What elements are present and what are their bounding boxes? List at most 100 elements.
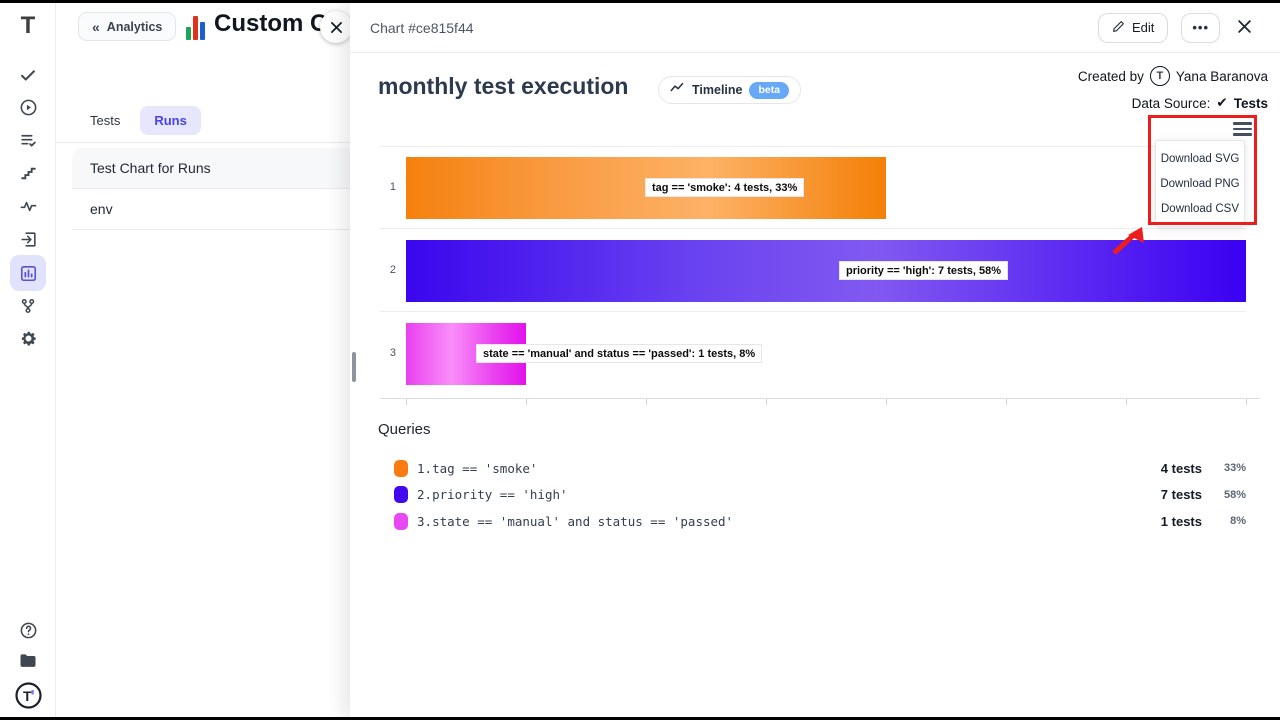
chart-detail-panel: Chart #ce815f44 Edit ••• monthly test ex…	[350, 3, 1280, 717]
panel-header: Chart #ce815f44 Edit •••	[350, 3, 1280, 53]
import-box-icon	[19, 230, 38, 249]
creator-avatar: T	[1149, 66, 1170, 86]
sidebar-item-settings[interactable]	[10, 322, 46, 355]
menu-item-download-csv[interactable]: Download CSV	[1161, 202, 1239, 215]
legend-row-3: 3.state == 'manual' and status == 'passe…	[394, 508, 1246, 535]
timeline-toggle[interactable]: Timeline beta	[658, 76, 802, 104]
scrollbar-thumb[interactable]	[352, 352, 356, 382]
sidebar-item-plans[interactable]	[10, 124, 46, 157]
x-axis-tick	[526, 399, 527, 405]
x-axis-tick	[766, 399, 767, 405]
back-to-analytics-button[interactable]: « Analytics	[78, 12, 177, 41]
query-percentage: 58%	[1223, 488, 1246, 501]
y-axis-label-3: 3	[389, 347, 396, 359]
list-item-test-chart-for-runs[interactable]: Test Chart for Runs	[72, 148, 350, 189]
query-tests-count: 1 tests	[1160, 513, 1202, 529]
panel-close-button[interactable]	[1233, 15, 1256, 41]
y-axis-label-1: 1	[389, 181, 396, 193]
beta-badge: beta	[749, 81, 790, 99]
back-button-label: Analytics	[106, 19, 163, 34]
edit-button[interactable]: Edit	[1097, 12, 1169, 43]
list-item-env[interactable]: env	[72, 189, 350, 230]
timeline-bar-chart: 1 2 3 tag == 'smoke': 4 tests, 33% prior…	[380, 146, 1260, 406]
sidebar-item-branches[interactable]	[10, 289, 46, 322]
drawer-tabs: Tests Runs	[88, 106, 201, 135]
git-branch-icon	[19, 297, 37, 315]
bar-data-label-1: tag == 'smoke': 4 tests, 33%	[645, 178, 805, 197]
bar-chart-icon	[19, 264, 38, 283]
x-axis-line	[380, 398, 1260, 399]
bar-priority-high[interactable]	[406, 240, 1246, 302]
gridline	[380, 146, 1246, 147]
creator-name: Yana Baranova	[1175, 68, 1268, 84]
datasource-value: Tests	[1233, 95, 1268, 111]
queries-legend: 1.tag == 'smoke' 4 tests 33% 2.priority …	[394, 455, 1246, 535]
query-text: 3.state == 'manual' and status == 'passe…	[417, 513, 734, 529]
edit-button-label: Edit	[1131, 20, 1155, 35]
menu-item-download-svg[interactable]: Download SVG	[1160, 152, 1240, 165]
menu-item-download-png[interactable]: Download PNG	[1160, 177, 1240, 190]
gridline	[380, 311, 1246, 312]
query-percentage: 33%	[1223, 462, 1246, 475]
charts-list: Test Chart for Runs env	[72, 148, 350, 230]
query-text: 2.priority == 'high'	[417, 487, 568, 503]
app-sidebar: T▐	[0, 3, 56, 717]
ellipsis-icon: •••	[1192, 20, 1209, 35]
legend-swatch-magenta	[394, 512, 408, 530]
sidebar-item-analytics[interactable]	[10, 255, 46, 291]
trend-line-icon	[670, 81, 685, 99]
legend-swatch-blue	[394, 486, 408, 504]
panel-title: Chart #ce815f44	[370, 19, 474, 36]
tabs-divider	[56, 142, 350, 143]
legend-swatch-orange	[394, 459, 408, 477]
sidebar-item-runs[interactable]	[10, 91, 46, 124]
legend-row-2: 2.priority == 'high' 7 tests 58%	[394, 482, 1246, 509]
query-text: 1.tag == 'smoke'	[417, 460, 538, 476]
bottom-edge-strip	[0, 717, 1280, 720]
x-axis-tick	[406, 399, 407, 405]
queries-heading: Queries	[378, 421, 431, 438]
x-axis-tick	[1126, 399, 1127, 405]
sidebar-item-import[interactable]	[10, 223, 46, 256]
app-logo: T▐	[0, 12, 56, 282]
x-axis-tick	[886, 399, 887, 405]
list-check-icon	[19, 131, 38, 150]
x-axis-tick	[646, 399, 647, 405]
legend-row-1: 1.tag == 'smoke' 4 tests 33%	[394, 455, 1246, 482]
download-menu: Download SVG Download PNG Download CSV	[1155, 140, 1245, 227]
gridline	[380, 228, 1246, 229]
more-options-button[interactable]: •••	[1181, 12, 1220, 43]
x-axis-tick	[1006, 399, 1007, 405]
chart-menu-icon[interactable]	[1233, 122, 1252, 136]
svg-text:T: T	[23, 688, 32, 704]
datasource-label: Data Source:	[1131, 95, 1211, 111]
double-chevron-left-icon: «	[92, 18, 100, 35]
query-tests-count: 7 tests	[1160, 487, 1202, 503]
gear-icon	[19, 329, 38, 348]
folder-icon[interactable]	[18, 651, 38, 671]
help-icon[interactable]	[19, 621, 38, 640]
analytics-drawer: « Analytics Custom Ch Tests Runs Test Ch…	[56, 3, 352, 717]
query-tests-count: 4 tests	[1160, 460, 1202, 476]
tab-tests[interactable]: Tests	[90, 113, 121, 128]
bar-data-label-3: state == 'manual' and status == 'passed'…	[476, 344, 763, 363]
profile-logo-icon[interactable]: T	[14, 682, 42, 709]
check-icon	[19, 66, 37, 84]
sidebar-item-pulse[interactable]	[10, 190, 46, 223]
query-percentage: 8%	[1230, 515, 1246, 528]
sidebar-item-tests[interactable]	[10, 58, 46, 91]
drawer-close-button[interactable]	[320, 11, 352, 43]
bar-data-label-2: priority == 'high': 7 tests, 58%	[839, 261, 1008, 280]
activity-icon	[19, 197, 38, 216]
chart-meta: Created by T Yana Baranova Data Source: …	[1078, 65, 1268, 114]
chart-logo-icon	[186, 14, 208, 40]
check-icon: ✔	[1216, 95, 1228, 110]
top-edge-strip	[0, 0, 1280, 3]
pencil-icon	[1112, 20, 1125, 36]
sidebar-item-milestones[interactable]	[10, 157, 46, 190]
tab-runs[interactable]: Runs	[140, 106, 201, 135]
play-circle-icon	[19, 98, 38, 117]
steps-icon	[19, 164, 38, 183]
x-axis-tick	[1246, 399, 1247, 405]
created-by-label: Created by	[1077, 68, 1144, 84]
